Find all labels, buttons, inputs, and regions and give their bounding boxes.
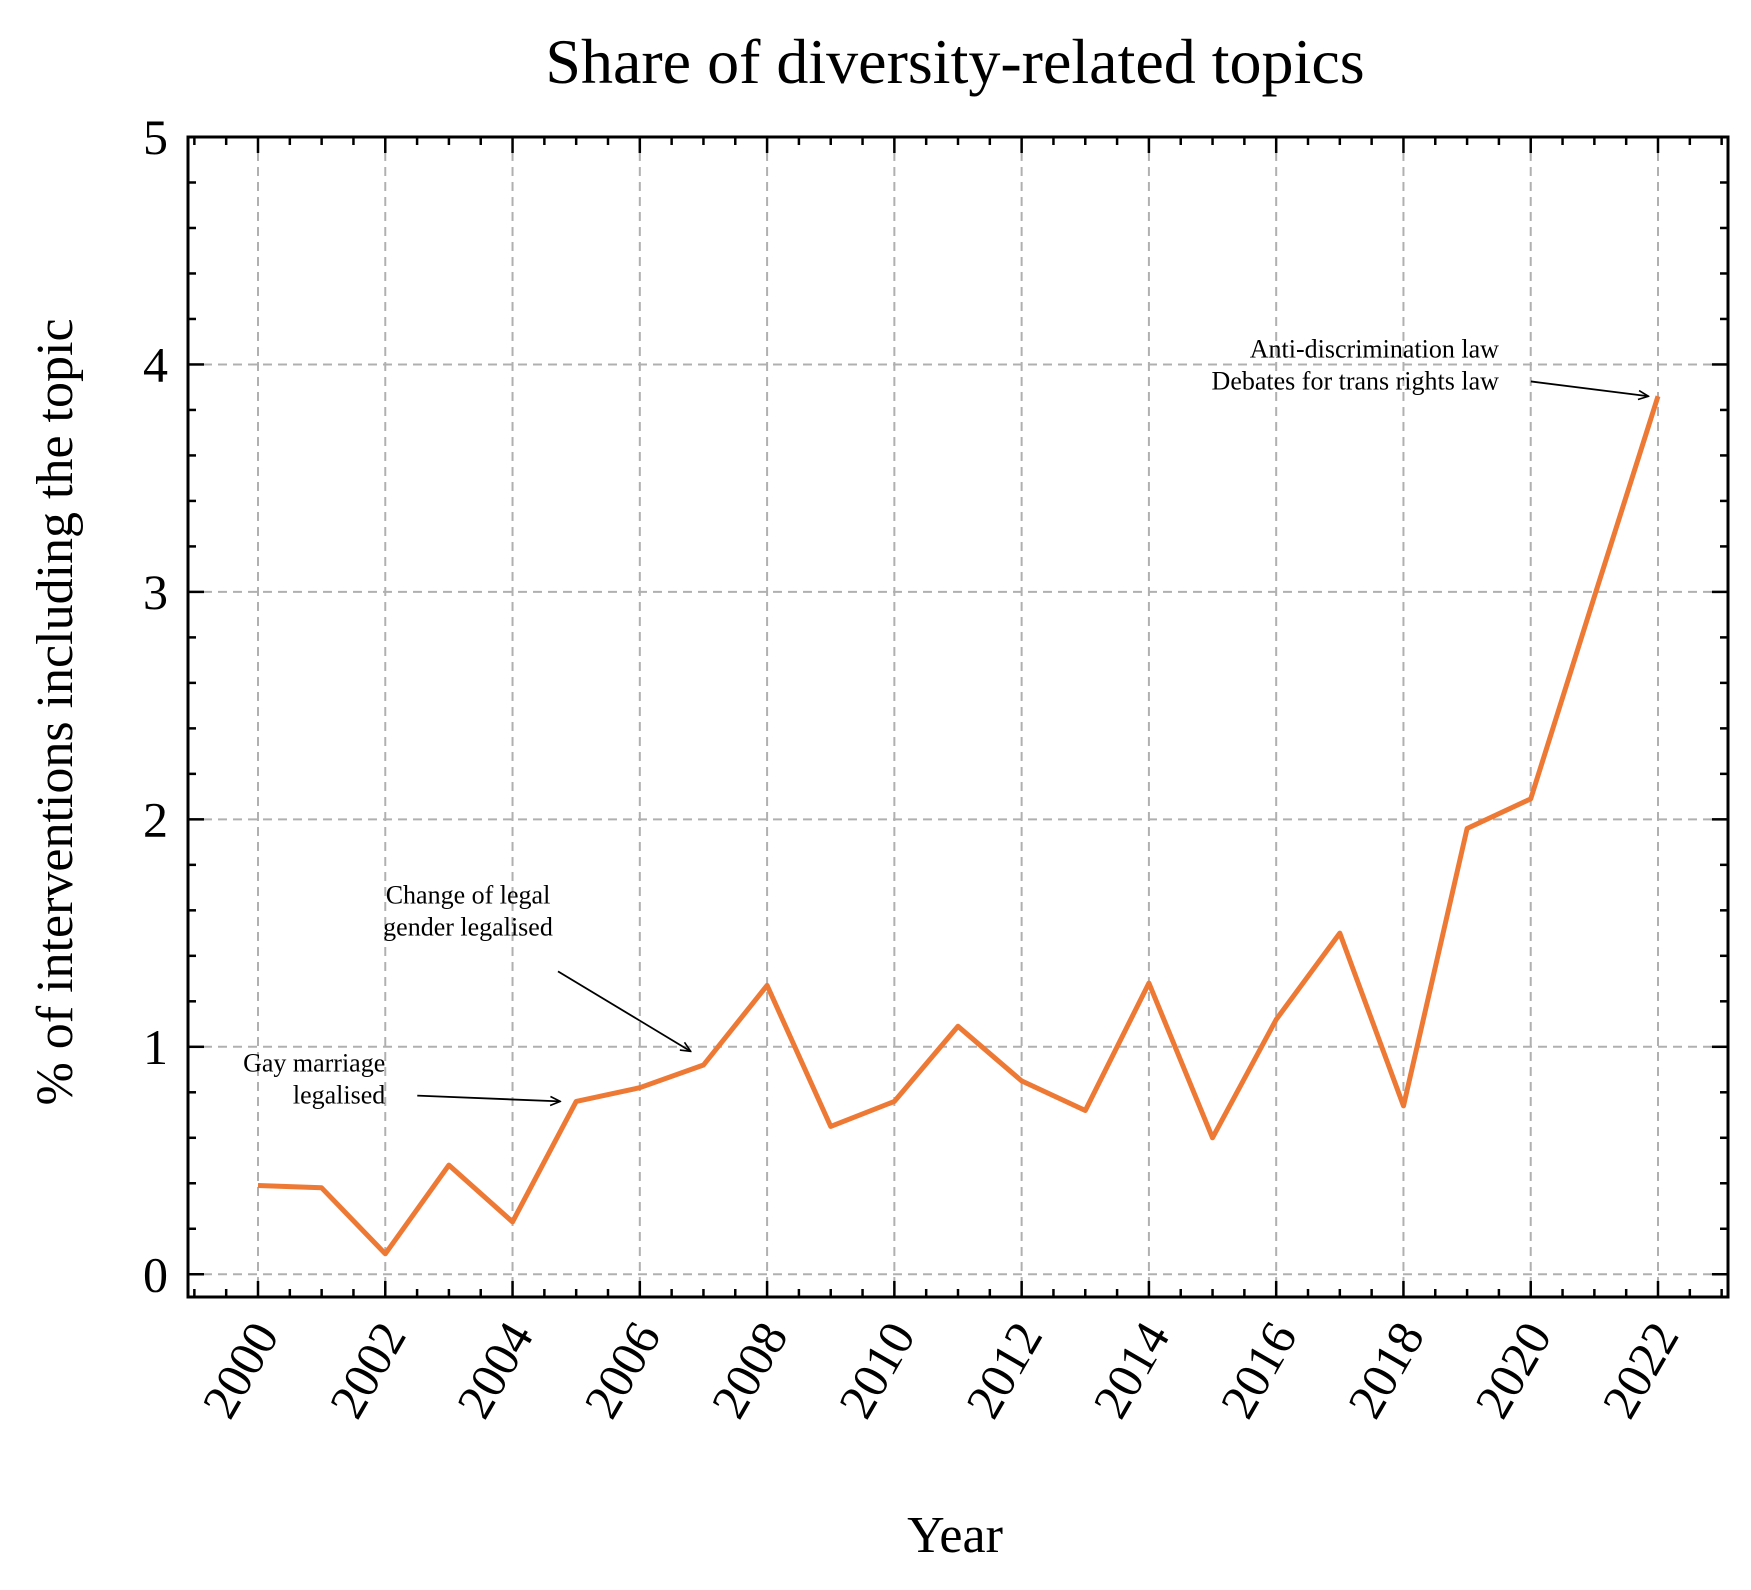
annotation-text: Gay marriage	[243, 1049, 385, 1078]
x-tick-label: 2010	[827, 1313, 925, 1428]
annotation-text: gender legalised	[383, 912, 553, 941]
y-tick-label: 1	[143, 1019, 168, 1075]
series-lines	[257, 395, 1661, 1257]
x-tick-label: 2020	[1464, 1313, 1562, 1428]
x-tick-labels: 2000 2002 2004 2006 2008 2010 2012 2014 2016 2018…	[191, 1313, 1689, 1428]
x-axis-label: Year	[907, 1507, 1003, 1564]
x-tick-label: 2016	[1209, 1313, 1307, 1428]
y-tick-labels: 0 1 2 3 4 5	[143, 109, 168, 1302]
grid-lines	[188, 136, 1728, 1297]
x-tick-label: 2014	[1082, 1313, 1180, 1428]
annotation-arrow	[1530, 380, 1649, 396]
x-tick-label: 2008	[700, 1313, 798, 1428]
y-tick-label: 5	[143, 109, 168, 165]
annotation-text: Anti-discrimination law	[1250, 334, 1499, 363]
annotation-text: legalised	[293, 1081, 385, 1110]
plot-frame	[186, 135, 1730, 1299]
annotations: Gay marriage legalised Change of legal gend…	[243, 334, 1649, 1110]
x-tick-label: 2018	[1336, 1313, 1434, 1428]
annotation-text: Debates for trans rights law	[1212, 366, 1500, 395]
x-tick-label: 2012	[955, 1313, 1053, 1428]
annotation-arrow	[557, 970, 691, 1051]
annotation-arrow	[417, 1094, 560, 1102]
annotation-text: Change of legal	[386, 880, 551, 909]
x-tick-label: 2002	[318, 1313, 416, 1428]
chart-title: Share of diversity-related topics	[545, 26, 1364, 97]
x-tick-label: 2022	[1591, 1313, 1689, 1428]
y-axis-label: % of interventions including the topic	[27, 318, 84, 1105]
x-tick-label: 2006	[573, 1313, 671, 1428]
x-tick-label: 2004	[446, 1313, 544, 1428]
y-tick-label: 0	[143, 1246, 168, 1302]
y-tick-label: 2	[143, 791, 168, 847]
series-line	[257, 395, 1661, 1257]
y-tick-label: 3	[143, 564, 168, 620]
x-tick-label: 2000	[191, 1313, 289, 1428]
axis-ticks	[188, 135, 1728, 1297]
y-tick-label: 4	[143, 336, 168, 392]
